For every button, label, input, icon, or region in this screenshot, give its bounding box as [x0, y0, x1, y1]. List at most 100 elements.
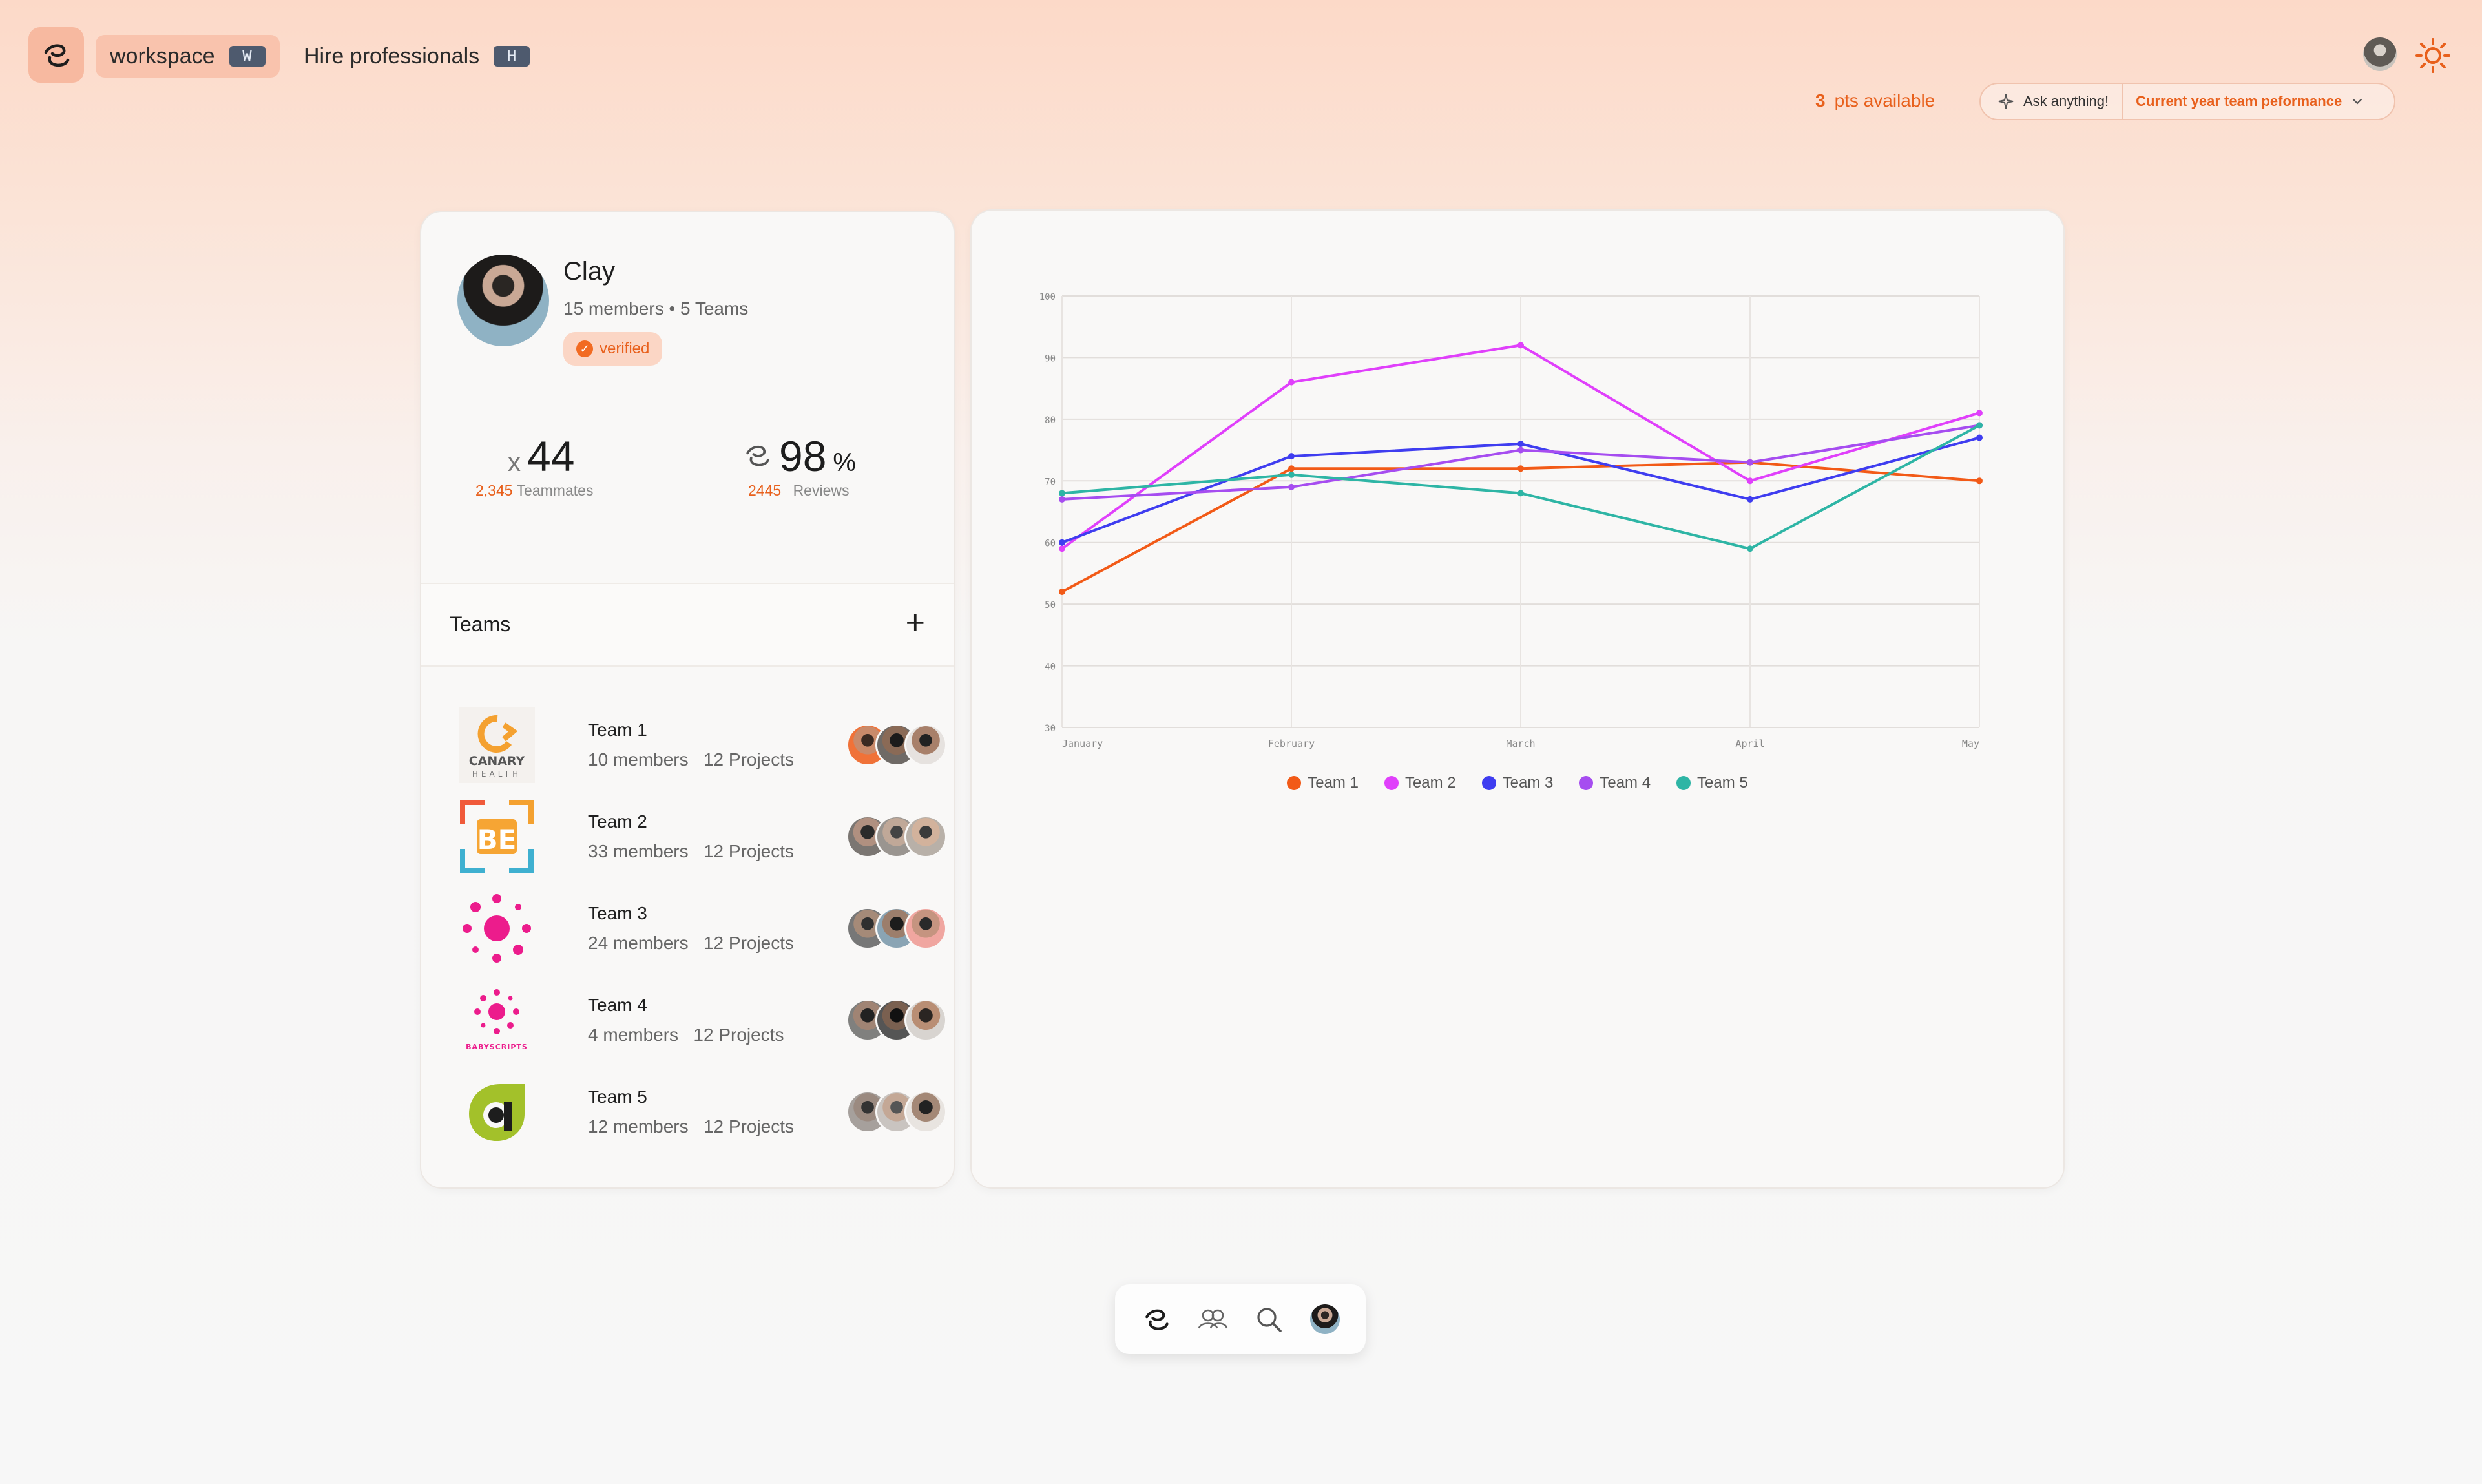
curl-logo-icon: [1145, 1309, 1169, 1330]
teams-title: Teams: [450, 612, 511, 636]
chevron-down-icon: [2353, 98, 2362, 105]
data-point: [1747, 477, 1753, 485]
team-projects: 12 Projects: [693, 1025, 784, 1045]
team-member-avatars[interactable]: [846, 907, 947, 950]
user-avatar-top[interactable]: [2363, 37, 2397, 71]
ask-label: Ask anything!: [2023, 93, 2109, 109]
y-tick-label: 70: [1045, 477, 1056, 487]
dots-logo: [463, 894, 531, 963]
team-members: 4 members: [588, 1025, 679, 1045]
curl-logo-icon: [44, 44, 70, 67]
team-meta: 24 members 12 Projects: [588, 933, 794, 954]
legend-item[interactable]: Team 1: [1287, 774, 1359, 792]
legend-swatch: [1676, 776, 1691, 790]
team-members: 33 members: [588, 841, 689, 861]
team-row[interactable]: CANARY HEALTH Team 1 10 members 12 Proje…: [459, 707, 947, 787]
data-point: [1747, 459, 1753, 466]
sun-icon[interactable]: [2415, 37, 2451, 74]
hire-professionals-tab[interactable]: Hire professionals H: [304, 35, 530, 78]
reviews-stat: 98 % 2445 Reviews: [742, 432, 856, 499]
home-logo-button[interactable]: [28, 27, 84, 83]
ask-input[interactable]: Ask anything!: [1981, 84, 2123, 119]
y-tick-label: 30: [1045, 724, 1056, 734]
reviews-value: 98: [779, 432, 827, 480]
verified-label: verified: [600, 340, 650, 357]
dock-home-button[interactable]: [1140, 1302, 1173, 1336]
curl-logo-icon: [746, 445, 769, 466]
data-point: [1288, 379, 1295, 386]
profile-card: Clay 15 members • 5 Teams ✓ verified x 4…: [420, 211, 955, 1189]
workspace-tab[interactable]: workspace W: [96, 35, 280, 78]
teammates-value: 44: [527, 432, 575, 480]
legend-item[interactable]: Team 4: [1579, 774, 1651, 792]
team-row[interactable]: Team 5 12 members 12 Projects: [459, 1074, 947, 1154]
legend-label: Team 4: [1600, 774, 1651, 791]
legend-item[interactable]: Team 5: [1676, 774, 1748, 792]
data-point: [1517, 490, 1524, 497]
team-member-avatars[interactable]: [846, 724, 947, 766]
points-label: pts available: [1834, 90, 1935, 110]
dock-profile-button[interactable]: [1308, 1302, 1342, 1336]
canary-health-logo: CANARY HEALTH: [459, 707, 535, 783]
people-icon: [1198, 1309, 1227, 1329]
legend-item[interactable]: Team 3: [1481, 774, 1554, 792]
legend-swatch: [1287, 776, 1302, 790]
ask-preset-value: Current year team peformance: [2136, 93, 2342, 109]
data-point: [1517, 446, 1524, 454]
logo-sub: HEALTH: [472, 769, 521, 779]
data-point: [1288, 471, 1295, 478]
y-tick-label: 60: [1045, 539, 1056, 549]
teammates-count: 2,345: [475, 482, 513, 499]
y-tick-label: 100: [1039, 292, 1056, 302]
avatar: [904, 1091, 947, 1133]
data-point: [1976, 434, 1983, 441]
team-row[interactable]: BABYSCRIPTS Team 4 4 members 12 Projects: [459, 982, 947, 1062]
team-projects: 12 Projects: [703, 749, 795, 769]
dock-search-button[interactable]: [1252, 1302, 1286, 1336]
team-row[interactable]: Team 3 24 members 12 Projects: [459, 890, 947, 970]
sparkle-icon: [1998, 94, 2014, 109]
data-point: [1059, 496, 1065, 503]
legend-label: Team 3: [1502, 774, 1554, 791]
ask-preset-dropdown[interactable]: Current year team peformance: [2123, 93, 2377, 110]
legend-item[interactable]: Team 2: [1384, 774, 1456, 792]
team-meta: 12 members 12 Projects: [588, 1116, 794, 1137]
points-available: 3 pts available: [1815, 90, 1935, 111]
add-team-button[interactable]: +: [905, 604, 925, 642]
reviews-label: Reviews: [793, 482, 850, 499]
bottom-dock: [1115, 1284, 1366, 1354]
team-member-avatars[interactable]: [846, 999, 947, 1041]
chart-legend: Team 1 Team 2 Team 3 Team 4 Team 5: [972, 774, 2063, 792]
logo-text: CANARY: [469, 754, 525, 768]
x-tick-label: April: [1735, 738, 1764, 749]
team-members: 24 members: [588, 933, 689, 953]
logo-text: BABYSCRIPTS: [466, 1043, 528, 1051]
team-projects: 12 Projects: [703, 841, 795, 861]
team-member-avatars[interactable]: [846, 1091, 947, 1133]
leaf-a-logo: [469, 1084, 525, 1141]
teams-header: Teams +: [421, 583, 954, 667]
team-members: 10 members: [588, 749, 689, 769]
team-projects: 12 Projects: [703, 1116, 795, 1136]
team-meta: 10 members 12 Projects: [588, 749, 794, 770]
babyscripts-logo: BABYSCRIPTS: [466, 989, 528, 1051]
reviews-count: 2445: [748, 482, 782, 499]
workspace-shortcut-key: W: [229, 46, 266, 67]
team-projects: 12 Projects: [703, 933, 795, 953]
y-tick-label: 50: [1045, 600, 1056, 611]
avatar: [904, 907, 947, 950]
team-member-avatars[interactable]: [846, 815, 947, 858]
verified-badge: ✓ verified: [563, 332, 663, 366]
dock-people-button[interactable]: [1196, 1302, 1229, 1336]
profile-name: Clay: [563, 257, 616, 286]
data-point: [1747, 496, 1753, 503]
team-meta: 4 members 12 Projects: [588, 1025, 784, 1045]
team-name: Team 3: [588, 903, 647, 923]
avatar: [904, 724, 947, 766]
x-tick-label: January: [1062, 738, 1103, 749]
line-chart: 30 40 50 60 70 80 90 100 January February March Apr…: [1039, 292, 1983, 749]
y-tick-label: 80: [1045, 415, 1056, 426]
team-row[interactable]: BE Team 2 33 members 12 Projects: [459, 799, 947, 879]
ask-assistant-bar[interactable]: Ask anything! Current year team peforman…: [1979, 83, 2395, 120]
data-point: [1976, 422, 1983, 429]
